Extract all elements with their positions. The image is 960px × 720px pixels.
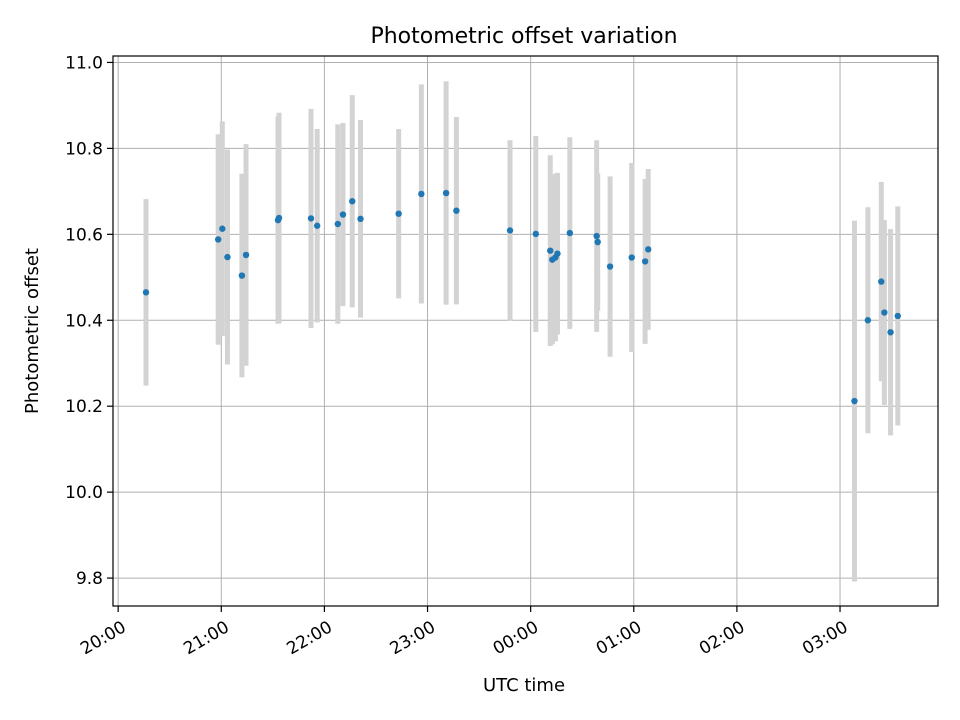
data-point (887, 329, 894, 336)
data-point (506, 227, 514, 234)
y-tick-label: 11.0 (65, 53, 103, 73)
data-point (547, 247, 554, 254)
grid (113, 56, 938, 606)
y-tick-label: 10.2 (65, 397, 103, 417)
data-point (554, 250, 561, 257)
chart-title: Photometric offset variation (370, 24, 677, 49)
data-point (894, 312, 901, 320)
data-point (606, 263, 614, 270)
data-point (142, 289, 150, 296)
data-point (224, 253, 231, 261)
y-tick-label: 10.0 (65, 483, 103, 503)
data-point (238, 272, 246, 279)
data-point (851, 397, 858, 405)
data-point (594, 238, 601, 246)
data-point (242, 251, 250, 259)
data-point (334, 220, 342, 228)
data-point (881, 309, 888, 316)
data-point (339, 211, 347, 218)
data-point (641, 258, 649, 265)
data-point (357, 215, 364, 223)
plot-frame (112, 55, 939, 607)
data-point (214, 236, 222, 243)
x-axis-label: UTC time (483, 675, 565, 696)
data-point (453, 207, 460, 214)
y-tick-label: 9.8 (76, 569, 103, 589)
y-tick-label: 10.4 (65, 311, 103, 331)
y-axis-label: Photometric offset (22, 248, 43, 414)
data-point (593, 232, 600, 240)
data-point (442, 189, 450, 197)
data-point (645, 246, 652, 253)
y-tick-label: 10.8 (65, 139, 103, 159)
data-point (275, 214, 283, 222)
data-point (307, 215, 315, 222)
data-point (864, 317, 872, 324)
data-point (313, 222, 321, 229)
data-point (628, 254, 635, 261)
y-tick-label: 10.6 (65, 225, 103, 245)
data-point (349, 198, 356, 205)
data-point (566, 229, 574, 237)
data-point (219, 225, 226, 232)
data-point (418, 190, 425, 198)
data-point (878, 278, 885, 285)
data-points (142, 189, 901, 405)
y-axis-ticks: 9.8 10.0 10.2 10.4 10.6 10.8 11.0 (65, 53, 113, 589)
data-point (395, 210, 402, 217)
data-point (532, 230, 540, 238)
